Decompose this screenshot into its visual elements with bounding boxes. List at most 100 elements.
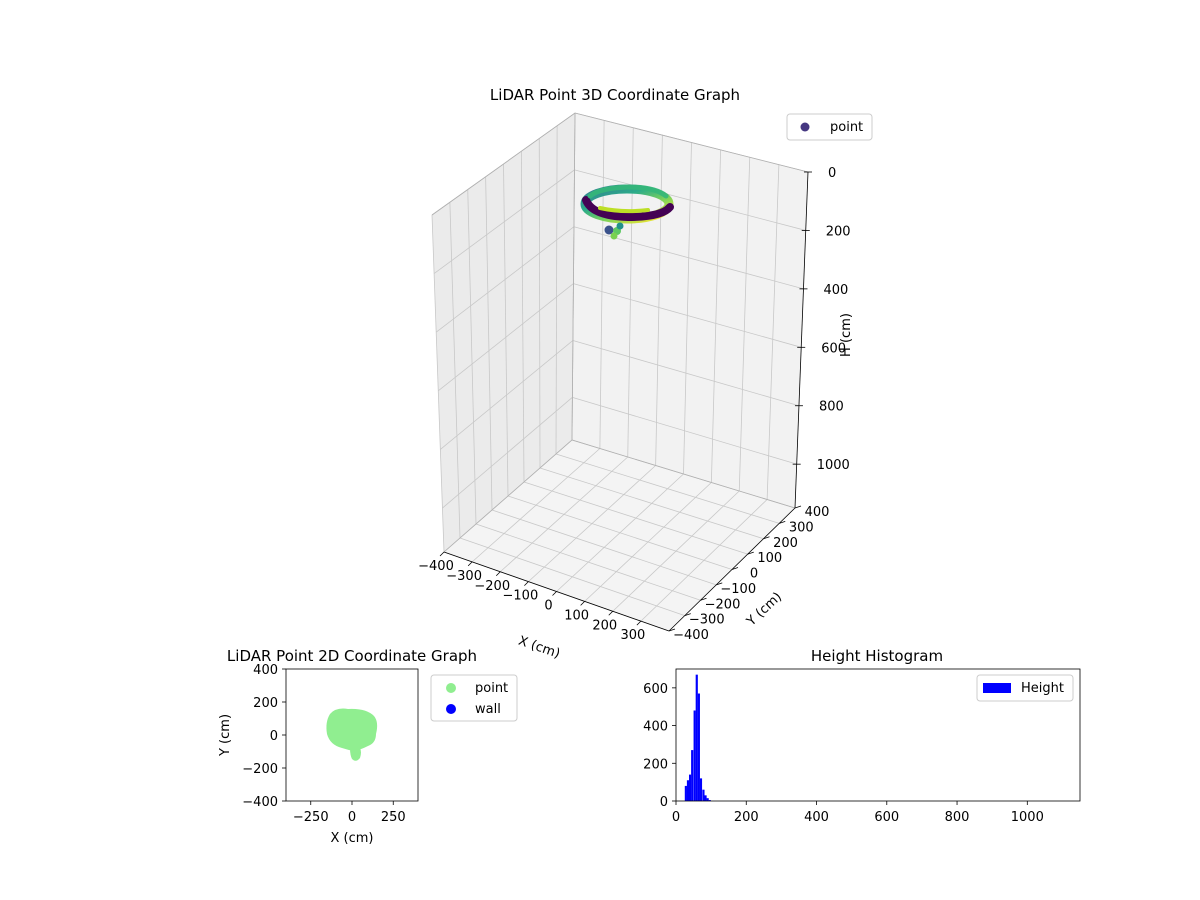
grid-3d-y-wall [467,189,477,525]
histogram-bar [697,693,700,801]
x-tick-label-2d: 0 [348,810,356,825]
histogram-x-tick-label: 600 [874,810,899,825]
legend-histogram-frame [976,674,1074,702]
z-tick-label-3d: 0 [828,166,836,181]
histogram-bar [704,795,707,801]
y-tick-label-3d: 300 [789,520,814,535]
grid-3d-y-wall [538,138,541,469]
chart-2d-title: LiDAR Point 2D Coordinate Graph [227,647,477,665]
x-tick-label-2d: −250 [293,810,329,825]
histogram-x-tick-label: 400 [804,810,829,825]
legend-histogram: Height [976,674,1074,702]
histogram-frame [675,668,1081,802]
histogram-y-tick-label: 400 [643,720,668,735]
x-tick-label-3d: 0 [544,599,552,614]
grid-3d-z-left [440,340,574,450]
y-tick-mark-3d [700,597,707,601]
grid-3d-y-floor [555,453,780,524]
y-tick-label-2d: 400 [253,663,278,678]
x-tick-label-3d: 300 [620,628,645,643]
x-tick-label-3d: −400 [418,559,454,574]
grid-3d-y-wall [431,214,445,553]
grid-3d-z-left [433,169,575,274]
legend-2d-label-wall: wall [475,702,501,717]
histogram-bar [695,674,698,801]
chart-2d: LiDAR Point 2D Coordinate Graph −250 0 250… [218,647,518,846]
grid-3d-z-back [572,396,797,465]
y-tick-label-2d: −400 [242,795,278,810]
z-tick-label-3d: 600 [821,341,846,356]
z-axis-label-3d: H (cm) [839,313,854,357]
grid-3d-z-left [442,397,573,509]
grid-3d-y-floor [459,537,685,617]
grid-3d-x-wall [766,164,780,500]
y-tick-label-3d: −200 [705,597,741,612]
y-tick-label-3d: 100 [757,551,782,566]
grid-3d-x-wall [710,149,722,483]
grid-3d-y-floor [475,523,701,601]
chart-3d: LiDAR Point 3D Coordinate Graph −400−300… [418,86,873,662]
ticks-2d: −250 0 250 400 200 0 −200 −400 [242,663,405,825]
y-tick-label-3d: −100 [720,582,756,597]
x-tick-mark-3d [524,581,529,586]
scatter-2d-point-cloud [326,708,378,751]
y-tick-label-3d: 200 [773,536,798,551]
legend-2d-label-point: point [475,681,508,696]
histogram-ticks: 0 200 400 600 800 1000 0 200 400 600 [643,682,1044,825]
y-tick-mark-3d [731,567,739,570]
x-axis-label-2d: X (cm) [331,831,374,846]
histogram-y-tick-label: 200 [643,757,668,772]
y-tick-label-3d: 0 [750,567,758,582]
y-tick-label-3d: 400 [805,505,830,520]
histogram-y-tick-label: 600 [643,682,668,697]
pane-back [572,113,808,508]
grid-3d-z-left [438,283,574,392]
pane-edges [431,112,809,553]
grid-3d-z-back [573,283,802,348]
y-tick-label-2d: −200 [242,762,278,777]
z-tick-label-3d: 800 [819,400,844,415]
x-tick-mark-3d [467,561,473,567]
grid-3d-y-wall [503,163,509,497]
histogram-y-tick-label: 0 [660,795,668,810]
x-tick-label-3d: −200 [474,579,510,594]
grid-3d-x-wall [683,142,692,475]
legend-3d-frame [786,113,873,141]
legend-2d-marker-point [446,683,456,693]
histogram-bar [684,785,687,801]
x-tick-label-3d: −300 [446,569,482,584]
x-axis-label-3d: X (cm) [516,634,562,662]
y-tick-mark-3d [747,551,754,555]
legend-2d: point wall [430,674,518,722]
histogram-bar [691,750,694,801]
legend-3d-label-point: point [830,120,863,135]
x-tick-mark-3d [580,601,585,606]
grid-3d-y-floor [523,481,748,555]
x-tick-mark-3d [636,620,642,626]
histogram-bar [699,778,703,801]
grid-3d-y-floor [539,467,764,540]
pane-floor [444,440,795,631]
y-tick-label-2d: 0 [270,729,278,744]
point-cloud-3d [580,184,674,240]
histogram-bar [686,780,690,801]
histogram-title: Height Histogram [811,647,943,665]
histogram-x-tick-label: 0 [672,810,680,825]
grid-3d-y-wall [449,202,461,539]
y-tick-label-2d: 200 [253,696,278,711]
histogram-bar [693,710,696,801]
y-tick-mark-3d [668,628,676,632]
x-tick-mark-3d [608,610,614,616]
y-tick-label-3d: −300 [689,613,725,628]
histogram-bar [708,800,711,801]
chart-3d-title: LiDAR Point 3D Coordinate Graph [490,86,740,104]
legend-3d-marker-point [800,122,810,132]
x-tick-label-3d: 200 [592,618,617,633]
histogram-x-tick-label: 800 [945,810,970,825]
z-tick-label-3d: 400 [823,283,848,298]
grid-3d-x-wall [627,127,634,458]
grid-3d-z-back [572,340,800,407]
x-tick-mark-3d [552,591,557,596]
